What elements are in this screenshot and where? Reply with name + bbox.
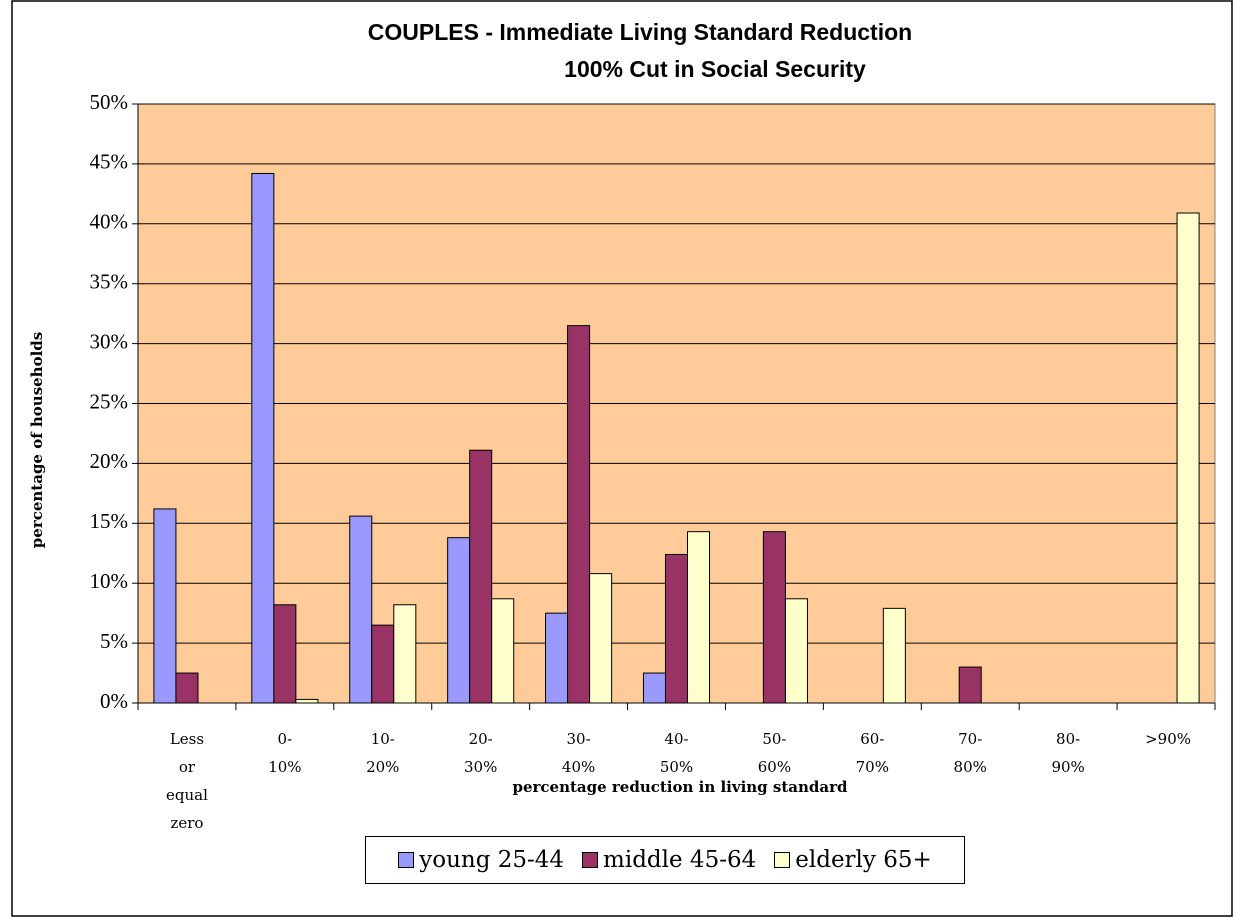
legend-item: elderly 65+: [774, 847, 932, 873]
bar: [447, 537, 471, 704]
legend-label: young 25-44: [419, 847, 565, 873]
y-tick-label: 5%: [100, 629, 128, 653]
x-tick-label: 50-60%: [757, 730, 792, 776]
legend-swatch: [774, 852, 791, 868]
bar: [251, 172, 275, 704]
legend: young 25-44 middle 45-64 elderly 65+: [365, 836, 965, 884]
x-axis-label: percentage reduction in living standard: [512, 778, 848, 796]
x-tick-label: 30-40%: [561, 730, 596, 776]
y-tick-label: 40%: [90, 210, 129, 234]
x-tick-label: 10-20%: [366, 730, 400, 776]
bar: [273, 604, 297, 704]
legend-swatch: [582, 852, 599, 868]
bar: [153, 508, 177, 704]
legend-item: middle 45-64: [582, 847, 756, 873]
x-tick-label: >90%: [1145, 730, 1191, 748]
y-tick-label: 45%: [90, 150, 129, 174]
bar: [882, 607, 906, 704]
y-tick-label: 20%: [90, 449, 129, 473]
y-tick-label: 0%: [100, 689, 128, 713]
bar: [762, 531, 786, 704]
bar: [491, 598, 515, 704]
x-tick-label: Less or equal zero: [166, 730, 208, 832]
bar: [393, 604, 417, 704]
legend-swatch: [398, 852, 415, 868]
bar: [1176, 212, 1200, 704]
x-tick-label: 0-10%: [268, 730, 302, 776]
x-tick-label: 60-70%: [855, 730, 889, 776]
x-tick-label: 80-90%: [1051, 730, 1085, 776]
bar: [349, 515, 373, 704]
y-axis-label: percentage of households: [28, 332, 46, 548]
y-tick-label: 35%: [90, 270, 129, 294]
bar: [567, 325, 591, 704]
x-tick-label: 20-30%: [464, 730, 498, 776]
bar: [958, 666, 982, 704]
bar: [295, 698, 319, 704]
legend-label: elderly 65+: [795, 847, 932, 873]
y-tick-label: 25%: [90, 389, 129, 413]
legend-label: middle 45-64: [603, 847, 757, 873]
bar: [545, 612, 569, 704]
bar: [664, 553, 689, 704]
bar: [642, 672, 666, 704]
legend-item: young 25-44: [398, 847, 564, 873]
y-tick-label: 10%: [90, 569, 129, 593]
x-tick-label: 40-50%: [659, 730, 694, 776]
y-tick-label: 30%: [90, 329, 129, 353]
bar: [589, 573, 613, 704]
chart-title: COUPLES - Immediate Living Standard Redu…: [368, 19, 912, 45]
bar: [784, 598, 808, 704]
y-tick-label: 50%: [90, 90, 129, 114]
bar: [371, 624, 395, 704]
chart-subtitle: 100% Cut in Social Security: [564, 56, 866, 82]
x-tick-label: 70-80%: [953, 730, 987, 776]
y-tick-label: 15%: [90, 509, 129, 533]
bar: [175, 672, 199, 704]
bar: [687, 531, 711, 704]
bar: [469, 449, 493, 704]
